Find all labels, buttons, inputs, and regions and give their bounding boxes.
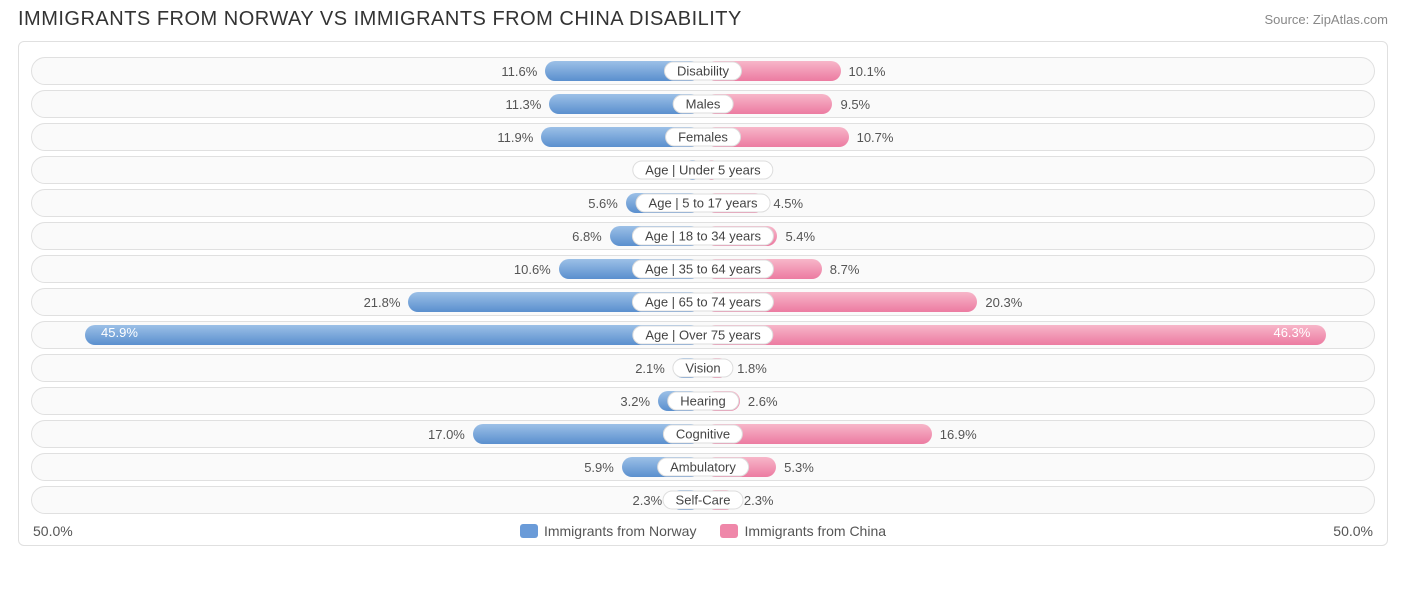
legend-item-norway: Immigrants from Norway <box>520 523 696 539</box>
right-half: 10.1% <box>703 58 1374 84</box>
category-label: Age | Over 75 years <box>632 326 773 345</box>
right-half: 5.4% <box>703 223 1374 249</box>
category-label: Age | 5 to 17 years <box>636 194 771 213</box>
right-half: 2.6% <box>703 388 1374 414</box>
left-half: 1.3% <box>32 157 703 183</box>
right-half: 16.9% <box>703 421 1374 447</box>
pct-china: 2.3% <box>738 493 780 508</box>
left-half: 5.9% <box>32 454 703 480</box>
header: IMMIGRANTS FROM NORWAY VS IMMIGRANTS FRO… <box>0 0 1406 41</box>
right-half: 5.3% <box>703 454 1374 480</box>
category-label: Age | Under 5 years <box>632 161 773 180</box>
swatch-china <box>720 524 738 538</box>
legend-label-china: Immigrants from China <box>744 523 886 539</box>
pct-china: 9.5% <box>834 97 876 112</box>
right-half: 46.3% <box>703 322 1374 348</box>
pct-china: 2.6% <box>742 394 784 409</box>
right-half: 8.7% <box>703 256 1374 282</box>
category-label: Age | 35 to 64 years <box>632 260 774 279</box>
category-label: Age | 18 to 34 years <box>632 227 774 246</box>
pct-norway: 2.1% <box>629 361 671 376</box>
pct-china: 10.7% <box>851 130 900 145</box>
pct-china: 8.7% <box>824 262 866 277</box>
right-half: 4.5% <box>703 190 1374 216</box>
chart-footer: 50.0% Immigrants from Norway Immigrants … <box>19 519 1387 539</box>
chart-row: 11.9% 10.7% Females <box>31 123 1375 151</box>
category-label: Cognitive <box>663 425 743 444</box>
chart-row: 17.0% 16.9% Cognitive <box>31 420 1375 448</box>
left-half: 11.6% <box>32 58 703 84</box>
category-label: Self-Care <box>663 491 744 510</box>
chart-row: 21.8% 20.3% Age | 65 to 74 years <box>31 288 1375 316</box>
chart-row: 5.9% 5.3% Ambulatory <box>31 453 1375 481</box>
legend: Immigrants from Norway Immigrants from C… <box>73 523 1334 539</box>
right-half: 0.96% <box>703 157 1374 183</box>
chart-row: 11.6% 10.1% Disability <box>31 57 1375 85</box>
pct-china: 16.9% <box>934 427 983 442</box>
legend-item-china: Immigrants from China <box>720 523 886 539</box>
category-label: Vision <box>672 359 733 378</box>
category-label: Disability <box>664 62 742 81</box>
pct-china: 5.3% <box>778 460 820 475</box>
left-half: 6.8% <box>32 223 703 249</box>
pct-norway: 5.9% <box>578 460 620 475</box>
left-half: 21.8% <box>32 289 703 315</box>
axis-right-max: 50.0% <box>1333 523 1373 539</box>
chart-row: 5.6% 4.5%Age | 5 to 17 years <box>31 189 1375 217</box>
pct-norway: 10.6% <box>508 262 557 277</box>
category-label: Hearing <box>667 392 739 411</box>
pct-norway: 6.8% <box>566 229 608 244</box>
category-label: Age | 65 to 74 years <box>632 293 774 312</box>
chart-row: 2.3% 2.3%Self-Care <box>31 486 1375 514</box>
pct-china: 1.8% <box>731 361 773 376</box>
left-half: 45.9% <box>32 322 703 348</box>
rows-container: 11.6%10.1%Disability11.3%9.5%Males11.9%1… <box>19 57 1387 514</box>
axis-left-max: 50.0% <box>33 523 73 539</box>
chart-row: 1.3%0.96%Age | Under 5 years <box>31 156 1375 184</box>
category-label: Females <box>665 128 741 147</box>
chart-row: 45.9% 46.3% Age | Over 75 years <box>31 321 1375 349</box>
pct-norway: 11.3% <box>499 97 547 112</box>
category-label: Males <box>673 95 734 114</box>
chart-area: 11.6%10.1%Disability11.3%9.5%Males11.9%1… <box>18 41 1388 546</box>
pct-china: 46.3% <box>1267 325 1316 340</box>
chart-row: 11.3% 9.5% Males <box>31 90 1375 118</box>
pct-china: 4.5% <box>767 196 809 211</box>
right-half: 9.5% <box>703 91 1374 117</box>
legend-label-norway: Immigrants from Norway <box>544 523 696 539</box>
source-attribution: Source: ZipAtlas.com <box>1264 12 1388 27</box>
left-half: 2.3% <box>32 487 703 513</box>
pct-norway: 3.2% <box>614 394 656 409</box>
left-half: 2.1% <box>32 355 703 381</box>
bar-china: 46.3% <box>705 325 1326 345</box>
left-half: 17.0% <box>32 421 703 447</box>
chart-row: 3.2% 2.6%Hearing <box>31 387 1375 415</box>
pct-norway: 5.6% <box>582 196 624 211</box>
pct-norway: 21.8% <box>358 295 407 310</box>
swatch-norway <box>520 524 538 538</box>
right-half: 1.8% <box>703 355 1374 381</box>
pct-norway: 11.6% <box>495 64 543 79</box>
pct-china: 20.3% <box>979 295 1028 310</box>
right-half: 2.3% <box>703 487 1374 513</box>
left-half: 5.6% <box>32 190 703 216</box>
pct-china: 5.4% <box>779 229 821 244</box>
category-label: Ambulatory <box>657 458 749 477</box>
chart-title: IMMIGRANTS FROM NORWAY VS IMMIGRANTS FRO… <box>18 8 742 31</box>
left-half: 10.6% <box>32 256 703 282</box>
chart-row: 2.1% 1.8%Vision <box>31 354 1375 382</box>
right-half: 20.3% <box>703 289 1374 315</box>
chart-row: 6.8% 5.4% Age | 18 to 34 years <box>31 222 1375 250</box>
left-half: 11.3% <box>32 91 703 117</box>
chart-row: 10.6% 8.7% Age | 35 to 64 years <box>31 255 1375 283</box>
right-half: 10.7% <box>703 124 1374 150</box>
pct-norway: 11.9% <box>491 130 539 145</box>
left-half: 11.9% <box>32 124 703 150</box>
pct-norway: 17.0% <box>422 427 471 442</box>
pct-china: 10.1% <box>843 64 892 79</box>
bar-norway: 45.9% <box>85 325 701 345</box>
left-half: 3.2% <box>32 388 703 414</box>
pct-norway: 45.9% <box>95 325 144 340</box>
